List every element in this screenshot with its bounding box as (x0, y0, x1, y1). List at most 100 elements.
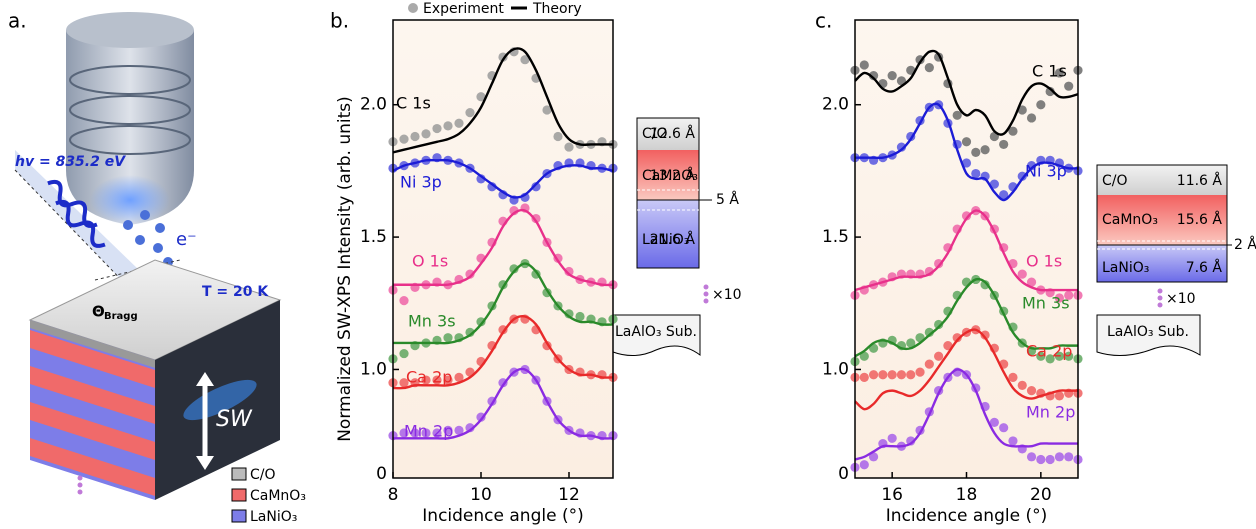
data-point (1054, 68, 1065, 78)
panel-label: c. (815, 9, 832, 33)
data-point (1036, 454, 1046, 465)
data-point (961, 137, 972, 147)
layer (1097, 165, 1227, 195)
data-point (971, 147, 981, 157)
y-tick-label: 2.0 (360, 95, 387, 115)
theory-line (392, 47, 613, 154)
series-label: Mn 3s (408, 312, 456, 331)
data-point (934, 351, 944, 361)
layer-diagram (1096, 164, 1232, 356)
data-point (952, 333, 962, 343)
series-label: O 1s (1026, 252, 1062, 271)
data-point (454, 372, 464, 382)
repeat-dots (1157, 288, 1163, 308)
layer (637, 200, 699, 268)
series-label: C 1s (1032, 62, 1067, 81)
data-point (868, 70, 879, 81)
repeat-dots (703, 284, 709, 304)
theta-sub: Bragg (104, 311, 138, 322)
x-tick-label: 20 (1030, 485, 1052, 505)
layer-thickness: 11.6 Å (1177, 172, 1223, 189)
data-point (454, 425, 464, 435)
lens-ring (69, 125, 191, 155)
data-point (399, 378, 409, 388)
data-point (1008, 436, 1018, 446)
data-point (1064, 81, 1074, 91)
data-point (896, 142, 907, 152)
layer-name: LaNiO₃ (642, 232, 689, 248)
y-tick-label: 2.0 (822, 95, 849, 115)
data-point (868, 370, 879, 380)
block-front (30, 320, 155, 500)
data-point (859, 460, 869, 470)
theory-line (854, 209, 1078, 292)
data-point (878, 370, 888, 380)
plot-area (393, 20, 613, 478)
legend-marker (408, 3, 418, 13)
data-point (989, 179, 999, 189)
data-point (1026, 452, 1037, 462)
series-label: Mn 2p (1026, 403, 1075, 422)
data-point (924, 359, 934, 369)
theory-line (855, 102, 1079, 202)
y-tick-label: 1.0 (822, 359, 849, 379)
y-tick-label: 1.0 (360, 359, 387, 379)
data-point (943, 341, 953, 351)
layer-name: LaNiO₃ (1102, 260, 1149, 276)
repeat-dots (77, 475, 83, 495)
data-point (1017, 269, 1027, 279)
data-point (520, 55, 530, 65)
data-point (1026, 113, 1037, 123)
plot-area (855, 20, 1078, 478)
repeat: ×10 (1166, 291, 1196, 307)
data-point (980, 280, 990, 290)
data-point (961, 158, 972, 168)
series-label: Mn 2p (404, 422, 453, 441)
theory-line (393, 208, 614, 287)
series (850, 100, 1083, 202)
data-point (1026, 277, 1037, 287)
data-point (443, 375, 453, 385)
theory-line (854, 368, 1078, 461)
data-point (432, 123, 442, 134)
data-point (1054, 452, 1065, 462)
interface-width: 5 Å (716, 191, 739, 208)
glow (90, 175, 170, 225)
substrate-label: LaAlO₃ Sub. (615, 324, 697, 340)
data-point (553, 131, 563, 142)
data-point (465, 269, 475, 279)
data-point (1064, 351, 1074, 361)
data-point (1017, 171, 1027, 181)
data-point (868, 452, 879, 462)
data-point (399, 134, 409, 144)
series-label: C 1s (396, 94, 431, 113)
data-point (934, 258, 944, 269)
y-axis-title: Normalized SW-XPS Intensity (arb. units) (335, 96, 355, 442)
data-point (934, 319, 944, 330)
frame (1096, 164, 1228, 283)
lens-ring (69, 65, 191, 95)
series (388, 314, 618, 390)
data-point (399, 428, 409, 438)
series-label: Ca 2p (406, 368, 452, 387)
data-point (859, 372, 869, 382)
legend-label: C/O (250, 467, 276, 483)
substrate (1096, 314, 1201, 356)
series (388, 203, 618, 306)
data-point (859, 60, 869, 70)
lens-ring (69, 95, 191, 125)
data-point (1054, 293, 1065, 303)
arrowhead (196, 372, 214, 386)
layer-diagram (612, 117, 712, 356)
data-point (924, 327, 934, 337)
data-point (443, 333, 453, 343)
plot-frame (392, 19, 614, 479)
layer-name: C/O (1102, 173, 1128, 189)
data-point (531, 182, 541, 192)
panel-label: a. (8, 9, 27, 33)
data-point (564, 266, 574, 277)
x-tick-label: 18 (956, 485, 978, 505)
data-point (961, 211, 972, 221)
data-point (432, 375, 442, 385)
